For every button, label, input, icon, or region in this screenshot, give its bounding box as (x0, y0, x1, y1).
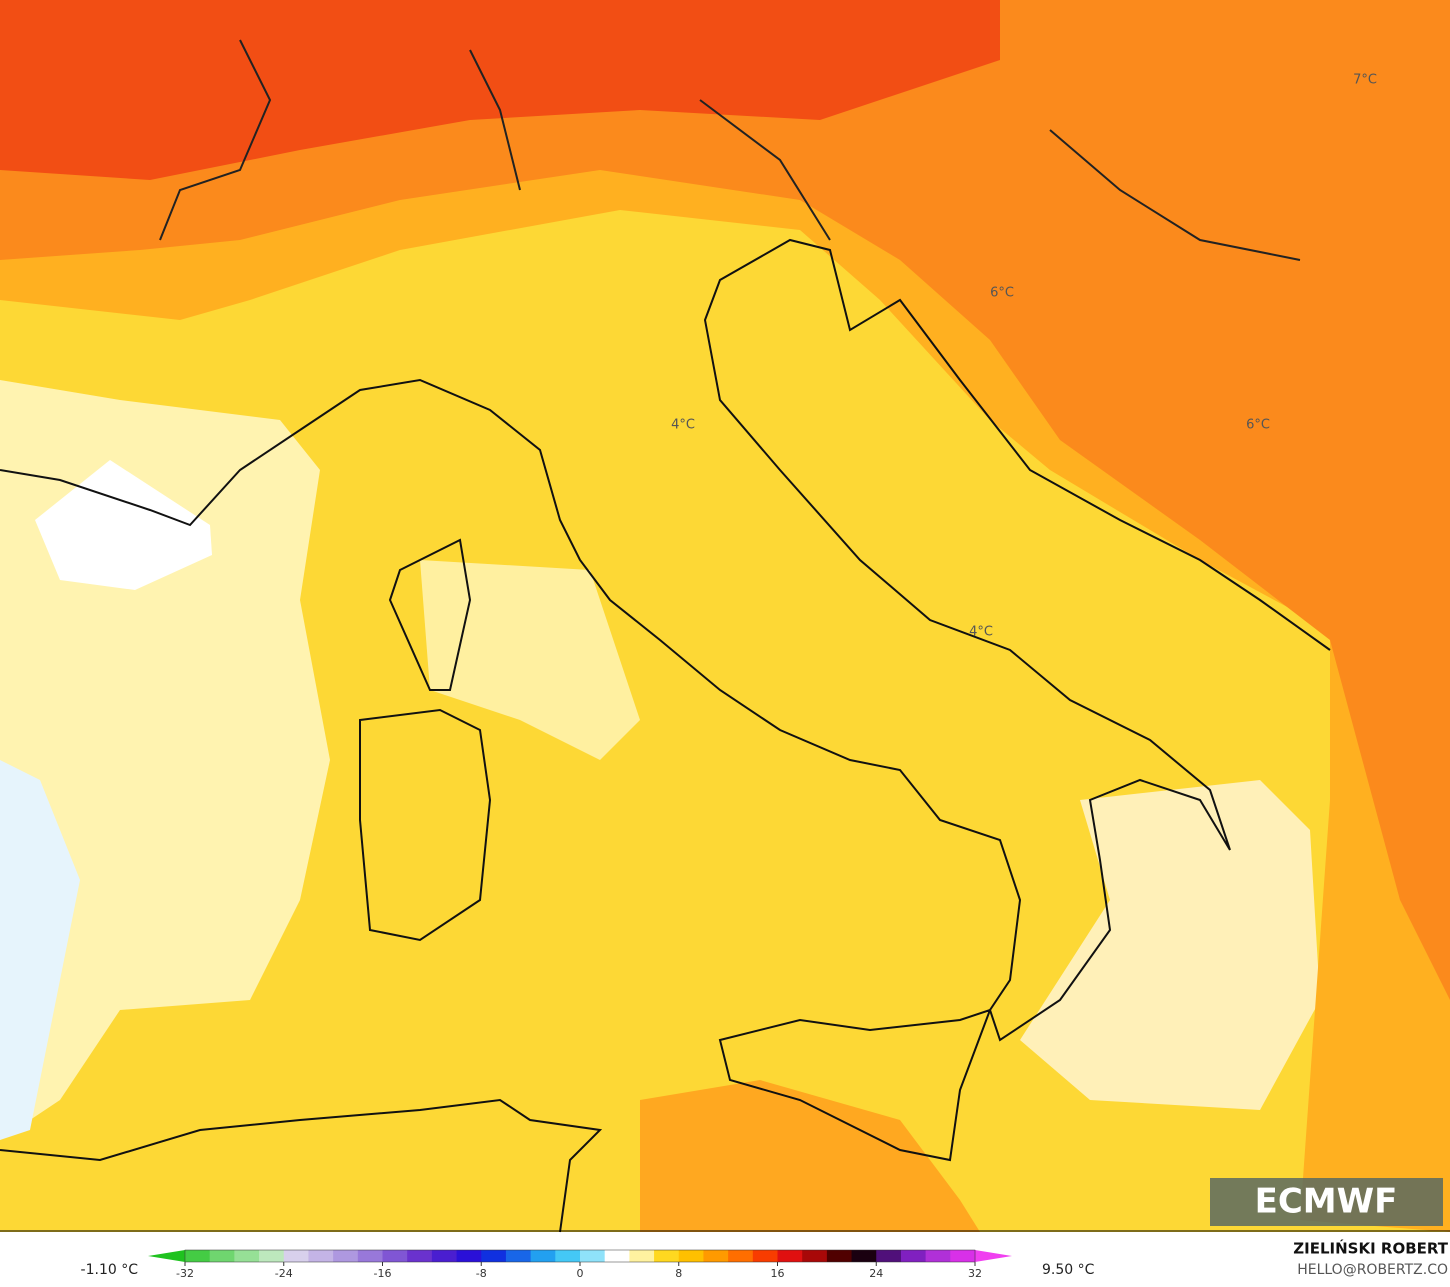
colorbar-tick-label: 32 (968, 1267, 982, 1280)
colorbar-segment (876, 1250, 902, 1262)
author: ZIELIŃSKI ROBERT (1293, 1239, 1448, 1258)
contour-label: 4°C (969, 625, 993, 640)
corsica (388, 538, 472, 691)
colorbar-segment (654, 1250, 680, 1262)
africa-coast (0, 1098, 603, 1233)
contour-label: 6°C (1246, 418, 1270, 433)
logo: ECMWF (1255, 1182, 1398, 1222)
colorbar-segment (407, 1250, 433, 1262)
colorbar-tick-label: -16 (374, 1267, 392, 1280)
colorbar: -32 -24 -16 -8 0 8 16 24 32 (148, 1249, 1012, 1280)
cold-patch (35, 460, 212, 590)
colorbar-segment (382, 1250, 408, 1262)
colorbar-segment (308, 1250, 334, 1262)
colorbar-segment (580, 1250, 606, 1262)
colorbar-segment (728, 1250, 754, 1262)
coastline (0, 238, 1331, 1042)
warm-region (0, 0, 1450, 1000)
colorbar-segment (481, 1250, 507, 1262)
contact: HELLO@ROBERTZ.CO (1297, 1262, 1448, 1278)
pale-region (1020, 780, 1320, 1110)
contour-label: 6°C (990, 286, 1014, 301)
hot-region (0, 0, 1000, 180)
colorbar-segment (752, 1250, 778, 1262)
colorbar-segment (777, 1250, 803, 1262)
colorbar-tick-label: -32 (176, 1267, 194, 1280)
colorbar-arrow (148, 1250, 185, 1262)
max-label: 9.50 °C (1042, 1262, 1095, 1278)
warm-region (640, 1080, 980, 1232)
colorbar-segment (234, 1250, 260, 1262)
colorbar-segment (555, 1250, 581, 1262)
colorbar-segment (925, 1250, 951, 1262)
colorbar-segment (703, 1250, 729, 1262)
sicily (718, 1008, 992, 1162)
colorbar-segment (851, 1250, 877, 1262)
contour-label: 7°C (1353, 73, 1377, 88)
colorbar-segment (802, 1250, 828, 1262)
colorbar-arrow (975, 1250, 1012, 1262)
colorbar-segment (505, 1250, 532, 1262)
pale-region (420, 560, 640, 760)
colorbar-segment (431, 1250, 458, 1262)
colorbar-tick-label: -8 (476, 1267, 487, 1280)
colorbar-segment (283, 1250, 309, 1262)
map-area: 7°C 6°C 4°C 6°C 4°C ECMWF (0, 0, 1450, 1233)
colorbar-segment (950, 1250, 976, 1262)
colorbar-segment (900, 1250, 927, 1262)
sardinia (359, 708, 492, 942)
colorbar-segment (333, 1250, 359, 1262)
colorbar-segment (259, 1250, 285, 1262)
colorbar-segment (629, 1250, 655, 1262)
colorbar-segment (209, 1250, 235, 1262)
contour-label: 4°C (671, 418, 695, 433)
colorbar-tick-label: 16 (771, 1267, 785, 1280)
logo-box (1210, 1178, 1443, 1226)
colorbar-segment (604, 1250, 630, 1262)
colorbar-tick-label: -24 (275, 1267, 293, 1280)
border (159, 39, 1301, 261)
colorbar-tick-label: 24 (869, 1267, 883, 1280)
colorbar-segment (185, 1250, 211, 1262)
colorbar-tick-label: 0 (577, 1267, 584, 1280)
min-label: -1.10 °C (81, 1262, 139, 1278)
colorbar-segment (530, 1250, 556, 1262)
colorbar-segment (357, 1250, 383, 1262)
colorbar-segment (456, 1250, 482, 1262)
colorbar-tick-label: 8 (675, 1267, 682, 1280)
colorbar-segment (826, 1250, 853, 1262)
cold-patch (0, 760, 80, 1140)
colorbar-segment (678, 1250, 704, 1262)
